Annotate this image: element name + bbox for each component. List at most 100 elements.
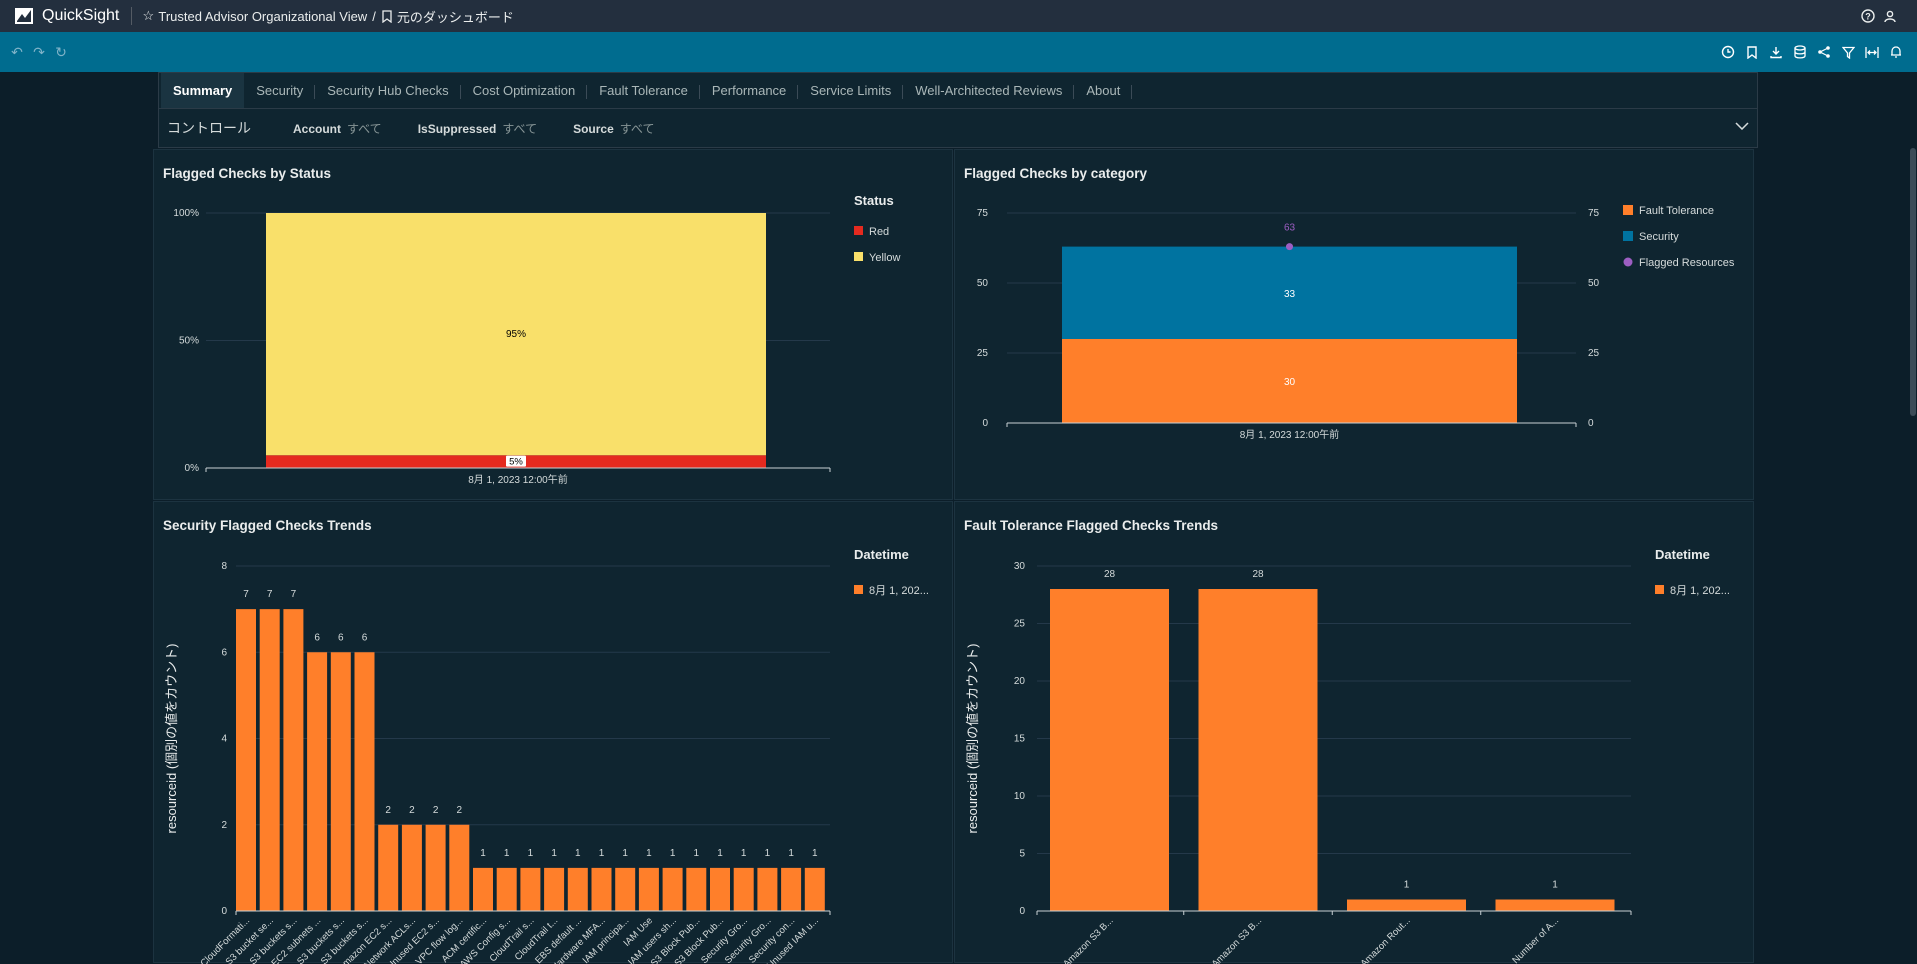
- bar-segment: [1062, 339, 1517, 423]
- tab-service-limits[interactable]: Service Limits: [798, 73, 904, 108]
- controls-bar: コントロール Account すべて IsSuppressed すべて Source…: [159, 109, 1757, 147]
- bar: [757, 867, 778, 911]
- filter-icon[interactable]: [1837, 41, 1859, 63]
- y-tick-label: 75: [977, 208, 989, 219]
- bar: [473, 867, 493, 911]
- user-icon[interactable]: [1881, 5, 1899, 27]
- fault-tolerance-trends-chart: 0 5 10 15 20 25 30 28 Amazon S3 B... 28 Amazon S3 …: [965, 547, 1730, 964]
- bar: [615, 867, 636, 911]
- y-tick-label: 8: [221, 561, 227, 572]
- data-label: 1: [646, 848, 652, 859]
- bookmark-icon[interactable]: [1741, 41, 1763, 63]
- bar: [496, 867, 517, 911]
- bar: [236, 609, 256, 911]
- help-icon[interactable]: ?: [1859, 5, 1877, 27]
- data-label: 1: [1404, 880, 1410, 891]
- tab-about[interactable]: About: [1074, 73, 1133, 108]
- y-tick-label: 6: [221, 647, 227, 658]
- bar: [1495, 899, 1615, 911]
- tab-security-hub-checks[interactable]: Security Hub Checks: [315, 73, 462, 108]
- control-account[interactable]: Account すべて: [293, 120, 382, 137]
- data-label: 1: [717, 848, 723, 859]
- data-label: 1: [765, 848, 771, 859]
- tab-summary[interactable]: Summary: [161, 73, 245, 108]
- data-label: 7: [291, 589, 297, 600]
- top-bar: QuickSight ☆ Trusted Advisor Organizatio…: [0, 0, 1917, 32]
- data-label: 1: [480, 848, 486, 859]
- controls-title[interactable]: コントロール: [167, 120, 251, 136]
- visual-flagged-checks-by-category[interactable]: Flagged Checks by category 0 0 25 25 50 50 75 7…: [954, 149, 1754, 500]
- y-tick-label: 50: [977, 278, 989, 289]
- share-icon[interactable]: [1813, 41, 1835, 63]
- bar: [710, 867, 730, 911]
- tab-cost-optimization[interactable]: Cost Optimization: [461, 73, 588, 108]
- sheet-tabs: Summary Security Security Hub Checks Cos…: [159, 73, 1757, 109]
- tab-well-architected-reviews[interactable]: Well-Architected Reviews: [903, 73, 1075, 108]
- y-tick-label: 10: [1014, 791, 1026, 802]
- data-label: 95%: [506, 329, 526, 340]
- y-tick-label: 0: [221, 906, 227, 917]
- app-name[interactable]: QuickSight: [42, 7, 120, 24]
- data-label: 1: [670, 848, 676, 859]
- bar: [283, 609, 304, 911]
- control-account-label: Account: [293, 121, 341, 136]
- bar: [520, 867, 541, 911]
- legend-label: Yellow: [869, 252, 900, 264]
- fit-width-icon[interactable]: [1861, 41, 1883, 63]
- y-tick-label: 4: [221, 734, 227, 745]
- bar: [1347, 899, 1466, 911]
- dashboard-name[interactable]: 元のダッシュボード: [396, 9, 514, 25]
- quicksight-logo-icon[interactable]: [14, 6, 34, 26]
- alert-bell-icon[interactable]: [1885, 41, 1907, 63]
- y-tick-label: 25: [977, 348, 989, 359]
- bar: [662, 867, 683, 911]
- control-issuppressed[interactable]: IsSuppressed すべて: [418, 120, 537, 137]
- chevron-down-icon[interactable]: [1733, 117, 1751, 135]
- legend-title: Status: [854, 193, 894, 208]
- y-tick-label: 0: [1019, 906, 1025, 917]
- schedule-icon[interactable]: [1717, 41, 1739, 63]
- y-tick-label: 100%: [173, 208, 199, 219]
- visual-title: Flagged Checks by Status: [163, 166, 332, 181]
- data-label: 2: [433, 805, 439, 816]
- bar: [1050, 589, 1169, 911]
- svg-text:?: ?: [1865, 12, 1871, 22]
- analysis-name[interactable]: Trusted Advisor Organizational View: [158, 8, 368, 24]
- x-tick-label: Number of A...: [1510, 915, 1561, 964]
- toolbar: ↶ ↷ ↻: [0, 32, 1917, 72]
- scrollbar-thumb[interactable]: [1910, 148, 1916, 416]
- data-label: 5%: [509, 457, 523, 468]
- bar: [638, 867, 659, 911]
- star-icon[interactable]: ☆: [142, 8, 155, 23]
- y2-tick-label: 75: [1588, 208, 1600, 219]
- bar: [259, 609, 280, 911]
- bookmark-icon: [380, 5, 394, 27]
- y-tick-label: 2: [221, 820, 227, 831]
- visual-security-flagged-checks-trends[interactable]: Security Flagged Checks Trends 0 2 4 6 8 7 Clo…: [153, 501, 953, 964]
- scrollbar-track[interactable]: [1907, 72, 1917, 963]
- dataset-icon[interactable]: [1789, 41, 1811, 63]
- legend-label: Red: [869, 226, 889, 238]
- visual-fault-tolerance-flagged-checks-trends[interactable]: Fault Tolerance Flagged Checks Trends 0 5…: [954, 501, 1754, 964]
- reset-icon[interactable]: ↻: [55, 43, 67, 60]
- redo-icon[interactable]: ↷: [33, 43, 45, 60]
- data-label: 1: [812, 848, 818, 859]
- download-icon[interactable]: [1765, 41, 1787, 63]
- visual-flagged-checks-by-status[interactable]: Flagged Checks by Status 0% 50% 100% 5% 95% 8…: [153, 149, 953, 500]
- legend-swatch: [1623, 205, 1633, 215]
- data-label: 1: [694, 848, 700, 859]
- y2-tick-label: 50: [1588, 278, 1600, 289]
- control-source[interactable]: Source すべて: [573, 120, 654, 137]
- tab-fault-tolerance[interactable]: Fault Tolerance: [587, 73, 700, 108]
- data-label: 1: [599, 848, 605, 859]
- legend-title: Datetime: [854, 547, 909, 562]
- topbar-divider: [131, 7, 133, 25]
- bar-segment: [1062, 246, 1517, 339]
- undo-icon[interactable]: ↶: [11, 43, 23, 60]
- data-label: 7: [267, 589, 273, 600]
- tab-performance[interactable]: Performance: [700, 73, 799, 108]
- data-label: 2: [409, 805, 415, 816]
- tab-security[interactable]: Security: [244, 73, 316, 108]
- y-tick-label: 0%: [185, 463, 200, 474]
- data-label: 7: [243, 589, 249, 600]
